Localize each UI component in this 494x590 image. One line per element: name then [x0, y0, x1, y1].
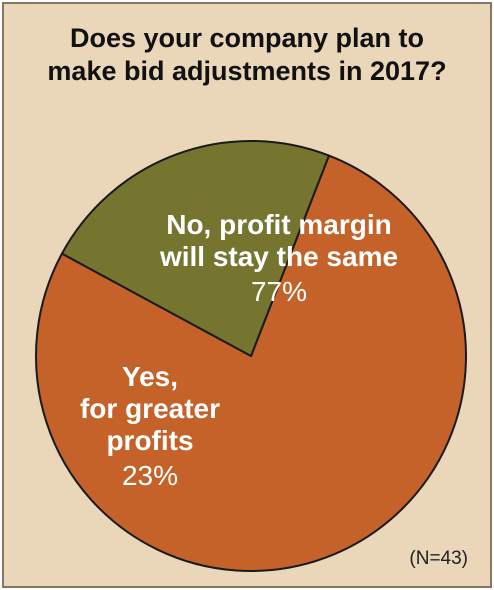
slice-label-yes: Yes, for greater profits 23%	[80, 361, 220, 491]
pie-slice-yes	[60, 140, 330, 357]
slice-percent-yes: 23%	[122, 460, 178, 491]
slice-percent-no: 77%	[251, 276, 307, 307]
slice-label-yes-line-1: Yes,	[122, 361, 178, 392]
pie-slices	[35, 140, 467, 572]
slice-label-no: No, profit margin will stay the same 77%	[159, 209, 398, 307]
slice-label-yes-line-2: for greater	[80, 393, 220, 424]
chart-title: Does your company plan to make bid adjus…	[4, 22, 490, 88]
pie-chart: No, profit margin will stay the same 77%…	[35, 140, 467, 572]
chart-title-line-2: make bid adjustments in 2017?	[47, 56, 447, 86]
slice-label-no-line-2: will stay the same	[159, 241, 398, 272]
chart-title-line-1: Does your company plan to	[69, 23, 425, 53]
slice-label-no-line-1: No, profit margin	[166, 209, 392, 240]
pie-slice-no	[35, 154, 467, 572]
sample-size-note: (N=43)	[409, 548, 468, 569]
slice-label-yes-line-3: profits	[106, 425, 193, 456]
